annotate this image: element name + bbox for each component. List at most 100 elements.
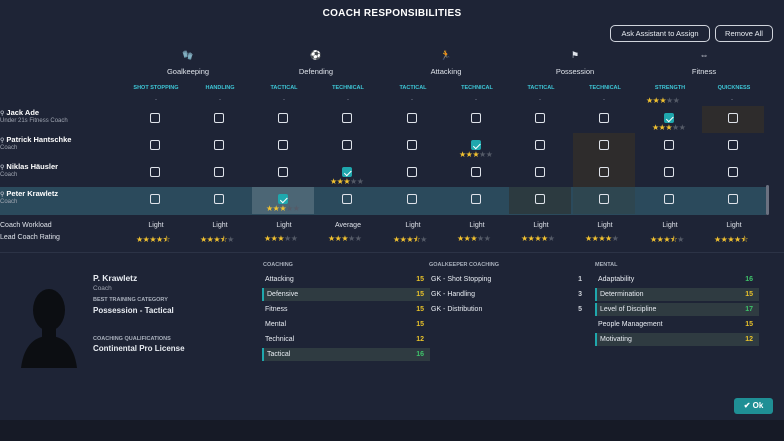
responsibility-checkbox[interactable] — [214, 194, 224, 204]
coach-name[interactable]: ⚲ Niklas Häusler — [0, 162, 58, 171]
lead-coach-rating-stars: ★★★⯪★ — [650, 235, 684, 244]
responsibility-checkbox[interactable] — [407, 140, 417, 150]
responsibility-checkbox[interactable] — [728, 140, 738, 150]
responsibility-cell — [188, 133, 250, 160]
qualifications-label: COACHING QUALIFICATIONS — [93, 336, 171, 342]
attribute-name: Adaptability — [598, 276, 635, 283]
lead-coach-rating-stars: ★★★★★ — [264, 234, 298, 243]
responsibility-cell — [445, 187, 507, 214]
responsibility-checkbox[interactable] — [535, 113, 545, 123]
responsibility-checkbox[interactable] — [664, 167, 674, 177]
ok-button[interactable]: ✔ Ok — [734, 398, 773, 414]
responsibility-cell — [381, 106, 443, 133]
responsibility-checkbox[interactable] — [728, 167, 738, 177]
lead-coach-rating-stars: ★★★★★ — [457, 234, 491, 243]
attribute-row: Attacking 15 — [262, 273, 430, 286]
coach-name[interactable]: ⚲ Patrick Hantschke — [0, 135, 71, 144]
responsibility-checkbox[interactable] — [342, 167, 352, 177]
responsibility-checkbox[interactable] — [214, 113, 224, 123]
responsibility-cell — [509, 160, 571, 187]
responsibility-checkbox[interactable] — [599, 140, 609, 150]
lead-coach-rating-stars: ★★★★★ — [328, 234, 362, 243]
responsibility-cell: ★★★★★ — [445, 133, 507, 160]
responsibility-checkbox[interactable] — [599, 194, 609, 204]
avatar — [18, 280, 80, 368]
attribute-row: Fitness 15 — [262, 303, 430, 316]
coach-name[interactable]: ⚲ Peter Krawletz — [0, 189, 58, 198]
lead-coach-rating-stars: ★★★★⯪ — [136, 235, 170, 244]
responsibility-checkbox[interactable] — [599, 167, 609, 177]
responsibility-checkbox[interactable] — [150, 194, 160, 204]
responsibility-checkbox[interactable] — [278, 194, 288, 204]
attribute-value: 15 — [745, 291, 753, 298]
responsibility-checkbox[interactable] — [535, 167, 545, 177]
attribute-name: Determination — [600, 291, 644, 298]
responsibility-cell — [252, 133, 314, 160]
responsibility-checkbox[interactable] — [278, 167, 288, 177]
responsibility-checkbox[interactable] — [599, 113, 609, 123]
goalkeeper-icon: 🧤 — [182, 50, 194, 60]
responsibility-checkbox[interactable] — [150, 167, 160, 177]
responsibility-checkbox[interactable] — [278, 113, 288, 123]
scrollbar[interactable] — [766, 185, 769, 215]
category-fitness: ⇔ Fitness — [640, 50, 768, 76]
responsibility-checkbox[interactable] — [278, 140, 288, 150]
responsibility-checkbox[interactable] — [664, 194, 674, 204]
attribute-value: 12 — [745, 336, 753, 343]
responsibility-checkbox[interactable] — [342, 194, 352, 204]
responsibility-checkbox[interactable] — [471, 113, 481, 123]
attribute-row: Determination 15 — [595, 288, 759, 301]
responsibility-cell — [702, 160, 764, 187]
category-goalkeeping: 🧤 Goalkeeping — [124, 50, 252, 76]
coaching-header: COACHING — [263, 262, 293, 268]
responsibility-checkbox[interactable] — [535, 140, 545, 150]
responsibility-checkbox[interactable] — [728, 113, 738, 123]
column-header-3: TECHNICAL — [332, 85, 364, 91]
attribute-value: 3 — [578, 291, 582, 298]
running-icon: 🏃 — [440, 50, 452, 60]
responsibility-checkbox[interactable] — [728, 194, 738, 204]
responsibility-checkbox[interactable] — [214, 167, 224, 177]
responsibility-checkbox[interactable] — [342, 140, 352, 150]
coach-name-text: Peter Krawletz — [6, 189, 59, 198]
column-header-0: SHOT STOPPING — [133, 85, 179, 91]
responsibility-checkbox[interactable] — [214, 140, 224, 150]
responsibility-checkbox[interactable] — [407, 113, 417, 123]
column-header-6: TACTICAL — [527, 85, 555, 91]
responsibility-checkbox[interactable] — [342, 113, 352, 123]
lead-coach-rating-stars: ★★★★⯪ — [714, 235, 748, 244]
coach-name-text: Niklas Häusler — [6, 162, 59, 171]
coach-name[interactable]: ⚲ Jack Ade — [0, 108, 39, 117]
responsibility-cell — [124, 133, 186, 160]
responsibility-checkbox[interactable] — [535, 194, 545, 204]
responsibility-checkbox[interactable] — [471, 194, 481, 204]
responsibility-checkbox[interactable] — [150, 140, 160, 150]
responsibility-cell — [124, 187, 186, 214]
responsibility-checkbox[interactable] — [407, 167, 417, 177]
attribute-row: GK - Distribution 5 — [428, 303, 588, 316]
attribute-name: Attacking — [265, 276, 294, 283]
ask-assistant-button[interactable]: Ask Assistant to Assign — [610, 25, 710, 42]
responsibility-checkbox[interactable] — [407, 194, 417, 204]
responsibility-cell — [573, 133, 635, 160]
responsibility-cell: ★★★★★ — [638, 106, 700, 133]
workload-value: Average — [335, 222, 361, 229]
responsibility-cell — [188, 187, 250, 214]
coach-role: Coach — [0, 199, 18, 205]
person-icon: ⚲ — [0, 138, 5, 144]
remove-all-button[interactable]: Remove All — [715, 25, 773, 42]
responsibility-checkbox[interactable] — [150, 113, 160, 123]
responsibility-checkbox[interactable] — [664, 113, 674, 123]
lead-coach-rating-stars: ★★★★★ — [521, 234, 555, 243]
rating-stars: ★★★★★ — [266, 204, 300, 213]
responsibility-checkbox[interactable] — [471, 140, 481, 150]
responsibility-cell — [509, 106, 571, 133]
attribute-row: Technical 12 — [262, 333, 430, 346]
responsibility-checkbox[interactable] — [471, 167, 481, 177]
coach-role: Coach — [0, 172, 18, 178]
attribute-name: Motivating — [600, 336, 632, 343]
attribute-value: 15 — [745, 321, 753, 328]
attribute-name: Technical — [265, 336, 295, 343]
responsibility-checkbox[interactable] — [664, 140, 674, 150]
